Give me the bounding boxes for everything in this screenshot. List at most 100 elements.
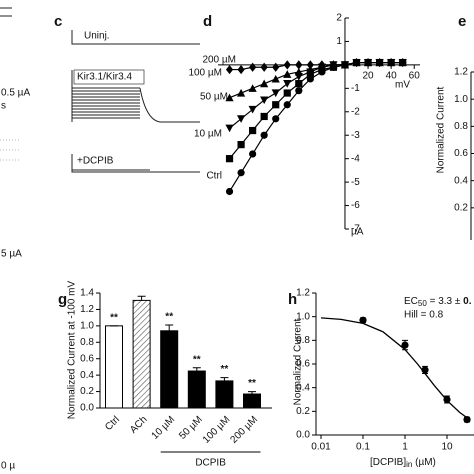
marker [272, 62, 280, 72]
significance: ** [248, 378, 256, 389]
y-axis-label: Normalized Current at -100 mV [67, 280, 78, 419]
current-trace [71, 154, 200, 173]
series-line [229, 61, 403, 71]
marker [295, 60, 303, 70]
marker [260, 79, 269, 88]
y-tick-label: -5 [351, 177, 360, 188]
fit-curve [320, 317, 468, 419]
marker [249, 150, 257, 158]
series-label: 100 µM [188, 68, 222, 79]
marker [248, 84, 257, 92]
y-tick-label: 0.2 [80, 386, 94, 397]
x-tick-label: ACh [128, 414, 150, 436]
marker [341, 60, 349, 70]
marker [318, 60, 326, 70]
marker [236, 115, 246, 123]
bar [215, 380, 234, 409]
series-label: 50 µM [200, 92, 228, 103]
marker [236, 88, 246, 97]
marker [225, 93, 234, 102]
bar [243, 393, 261, 409]
y-axis-label: µA [351, 227, 364, 238]
y-tick-label: 1 [336, 36, 342, 47]
marker [352, 57, 361, 68]
bar [105, 325, 123, 409]
error-bar [248, 391, 256, 395]
group-label: DCPIB [195, 458, 226, 469]
marker [387, 57, 395, 68]
y-tick-label: 0.8 [80, 337, 94, 348]
x-tick-label: 20 [362, 71, 374, 82]
data-point [359, 316, 367, 324]
x-tick-label: 100 µM [201, 414, 233, 446]
marker [249, 62, 257, 72]
marker [237, 64, 245, 75]
annotation-part: = 3.3 ± [427, 296, 463, 307]
annotation-part: EC [404, 296, 418, 307]
marker [295, 80, 303, 88]
marker [225, 124, 234, 133]
x-tick-label: 0.01 [311, 442, 331, 453]
x-tick-label: 10 µM [150, 414, 178, 442]
panel-c: c Uninj. Kir3.1/Kir3.4 +DCPIB [54, 13, 200, 173]
trace-label: +DCPIB [77, 156, 114, 167]
marker [283, 80, 292, 88]
x-axis-label-part: [DCPIB] [370, 457, 406, 468]
y-tick-label: 1.0 [454, 94, 468, 105]
series-label: 10 µM [194, 129, 222, 140]
marker [364, 57, 372, 68]
bar [132, 299, 151, 409]
trace-label: Uninj. [84, 31, 110, 42]
y-tick-label: 0.0 [80, 403, 94, 414]
data-point [401, 341, 409, 349]
y-axis-label: Normalized Current [293, 318, 304, 405]
scale-label: 0.5 µA [1, 88, 30, 99]
data-point [443, 395, 451, 404]
y-tick-label: 1.4 [80, 288, 94, 299]
panel-letter: e [458, 13, 466, 30]
current-trace [71, 30, 200, 45]
annotation: EC50 = 3.3 ± 0. [404, 296, 472, 308]
y-tick-label: 0.6 [296, 359, 310, 370]
current-trace [71, 70, 200, 123]
y-tick-label: 0.0 [296, 430, 310, 441]
marker [272, 115, 280, 123]
left-strip: 0.5 µA s 5 µA 0 µ [0, 7, 30, 472]
annotation: Hill = 0.8 [404, 310, 444, 321]
x-tick-label: 1 [402, 442, 408, 453]
x-tick-label: 10 [441, 442, 453, 453]
error-bar [165, 324, 174, 331]
marker [260, 112, 268, 121]
y-tick-label: 0.4 [296, 382, 310, 393]
panel-letter: c [54, 13, 62, 30]
y-tick-label: -4 [351, 153, 360, 164]
y-tick-label: -2 [351, 106, 360, 117]
marker [294, 67, 303, 76]
x-axis-label: mV [395, 80, 410, 91]
series-label: Ctrl [206, 171, 222, 182]
x-tick-label: 60 [409, 71, 421, 82]
data-point [463, 416, 471, 424]
y-tick-label: 1.2 [296, 288, 310, 299]
x-tick-label: 40 [386, 71, 398, 82]
panel-letter: h [288, 291, 297, 308]
error-bar [192, 367, 201, 372]
marker [260, 96, 269, 105]
marker [237, 141, 245, 149]
series-line [229, 61, 403, 160]
x-tick-label: 200 µM [228, 414, 260, 446]
significance: ** [165, 312, 173, 323]
y-tick-label: 2 [336, 13, 342, 24]
y-tick-label: -7 [351, 224, 360, 235]
marker [237, 169, 245, 177]
marker [283, 70, 292, 78]
significance: ** [110, 312, 118, 323]
y-tick-label: 0.6 [454, 148, 468, 159]
trace-label: Kir3.1/Kir3.4 [77, 72, 132, 83]
y-tick-label: 1.0 [296, 311, 310, 322]
label-box [73, 69, 145, 85]
y-tick-label: -1 [351, 83, 360, 94]
x-axis-label: [DCPIB]in (µM) [370, 457, 436, 469]
marker [260, 131, 268, 139]
y-tick-label: 0.4 [80, 370, 94, 381]
